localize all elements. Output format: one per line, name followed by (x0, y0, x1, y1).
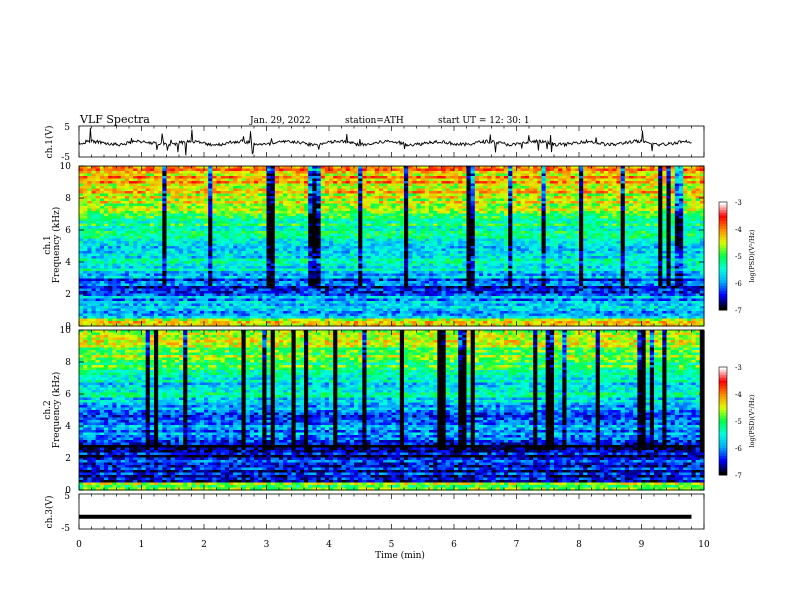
ch1-waveform-panel: 5 -5 ch.1(V) (44, 123, 704, 163)
header-start-time: start UT = 12: 30: 1 (438, 116, 530, 126)
ch1-spectrogram-heatmap (79, 166, 705, 327)
ch1-waveform-ylabel: ch.1(V) (44, 126, 55, 159)
figure-title: VLF Spectra (79, 113, 150, 126)
ch1-ytick-top: 5 (64, 123, 70, 133)
header-station: station=ATH (345, 116, 404, 126)
header-date: Jan. 29, 2022 (249, 116, 311, 126)
ch1-waveform-line (79, 128, 692, 156)
